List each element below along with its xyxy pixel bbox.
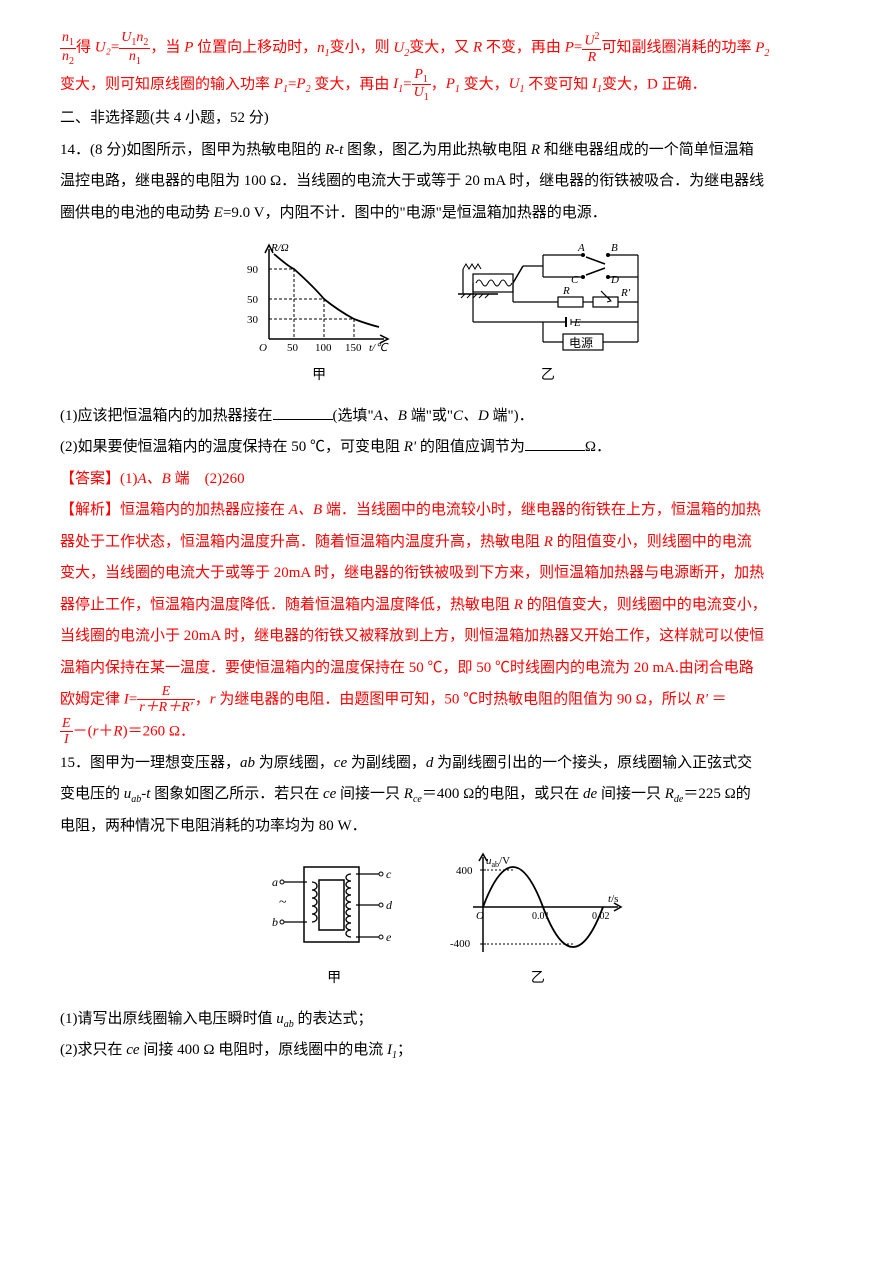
q15-figure-transformer: a b ~ c d e 甲 — [264, 852, 404, 993]
solution-continuation-1: n1n2得 U₂=U1n2n1，当 P 位置向上移动时，n1变小，则 U2变大，… — [60, 30, 832, 67]
svg-text:a: a — [272, 875, 278, 889]
q15-sub2: (2)求只在 ce 间接 400 Ω 电阻时，原线圈中的电流 I1； — [60, 1035, 832, 1067]
q14-fig1-caption: 甲 — [239, 361, 399, 390]
svg-text:R/Ω: R/Ω — [270, 242, 289, 254]
svg-text:O: O — [476, 910, 484, 922]
q14-solution-3: 变大，当线圈的电流大于或等于 20mA 时，继电器的衔铁被吸到下方来，则恒温箱加… — [60, 558, 832, 590]
q14-solution-8: EI－(r＋R)＝260 Ω． — [60, 716, 832, 748]
svg-text:30: 30 — [247, 314, 259, 326]
svg-text:电源: 电源 — [569, 336, 593, 350]
svg-text:E: E — [573, 317, 581, 329]
q15-fig1-caption: 甲 — [264, 964, 404, 993]
svg-text:R: R — [562, 285, 570, 297]
q14-solution-5: 当线圈的电流小于 20mA 时，继电器的衔铁又被释放到上方，则恒温箱加热器又开始… — [60, 621, 832, 653]
svg-text:0.01: 0.01 — [532, 911, 550, 922]
q14-solution-6: 温箱内保持在某一温度．要使恒温箱内的温度保持在 50 ℃，即 50 ℃时线圈内的… — [60, 653, 832, 685]
section-header: 二、非选择题(共 4 小题，52 分) — [60, 103, 832, 135]
q14-line2: 温控电路，继电器的电阻为 100 Ω．当线圈的电流大于或等于 20 mA 时，继… — [60, 166, 832, 198]
svg-text:150: 150 — [345, 342, 362, 354]
q15-figures: a b ~ c d e 甲 uab/V 400 — [60, 852, 832, 993]
q15-figure-wave: uab/V 400 -400 O 0.01 0.02 t/s 乙 — [448, 852, 628, 993]
svg-text:D: D — [610, 274, 619, 286]
q14-sub1: (1)应该把恒温箱内的加热器接在(选填"A、B 端"或"C、D 端")． — [60, 401, 832, 433]
q14-fig2-caption: 乙 — [443, 361, 653, 390]
svg-text:b: b — [272, 915, 278, 929]
svg-text:d: d — [386, 898, 393, 912]
q15-line2: 变电压的 uab-t 图象如图乙所示．若只在 ce 间接一只 Rce＝400 Ω… — [60, 779, 832, 811]
q14-line1: 14．(8 分)如图所示，图甲为热敏电阻的 R-t 图象，图乙为用此热敏电阻 R… — [60, 135, 832, 167]
svg-text:t/℃: t/℃ — [369, 342, 389, 354]
svg-text:c: c — [386, 867, 392, 881]
svg-text:uab/V: uab/V — [486, 855, 510, 869]
q15-fig2-caption: 乙 — [448, 964, 628, 993]
svg-text:A: A — [577, 242, 585, 254]
svg-text:~: ~ — [279, 895, 287, 910]
q14-figures: 90 50 30 50 100 150 R/Ω t/℃ O 甲 — [60, 239, 832, 390]
svg-text:t/s: t/s — [608, 893, 618, 905]
svg-text:e: e — [386, 930, 392, 944]
svg-text:100: 100 — [315, 342, 332, 354]
svg-text:R': R' — [620, 287, 631, 299]
q14-solution-1: 【解析】恒温箱内的加热器应接在 A、B 端．当线圈中的电流较小时，继电器的衔铁在… — [60, 495, 832, 527]
q14-line3: 圈供电的电池的电动势 E=9.0 V，内阻不计．图中的"电源"是恒温箱加热器的电… — [60, 198, 832, 230]
q14-solution-4: 器停止工作，恒温箱内温度降低．随着恒温箱内温度降低，热敏电阻 R 的阻值变大，则… — [60, 590, 832, 622]
q15-line3: 电阻，两种情况下电阻消耗的功率均为 80 W． — [60, 811, 832, 843]
q15-sub1: (1)请写出原线圈输入电压瞬时值 uab 的表达式； — [60, 1004, 832, 1036]
svg-text:0.02: 0.02 — [592, 911, 610, 922]
solution-continuation-2: 变大，则可知原线圈的输入功率 P1=P2 变大，再由 I1=P1U1，P1 变大… — [60, 67, 832, 104]
q15-line1: 15．图甲为一理想变压器，ab 为原线圈，ce 为副线圈，d 为副线圈引出的一个… — [60, 748, 832, 780]
q14-figure-chart: 90 50 30 50 100 150 R/Ω t/℃ O 甲 — [239, 239, 399, 390]
svg-text:O: O — [259, 342, 267, 354]
svg-text:50: 50 — [247, 294, 259, 306]
svg-text:50: 50 — [287, 342, 299, 354]
q14-figure-circuit: A B C D R R' — [443, 239, 653, 390]
q14-sub2: (2)如果要使恒温箱内的温度保持在 50 ℃，可变电阻 R' 的阻值应调节为Ω． — [60, 432, 832, 464]
svg-text:C: C — [571, 274, 579, 286]
svg-text:B: B — [611, 242, 618, 254]
svg-text:-400: -400 — [450, 938, 471, 950]
q14-solution-2: 器处于工作状态，恒温箱内温度升高．随着恒温箱内温度升高，热敏电阻 R 的阻值变小… — [60, 527, 832, 559]
q14-answer: 【答案】(1)A、B 端 (2)260 — [60, 464, 832, 496]
svg-text:90: 90 — [247, 264, 259, 276]
q14-solution-7: 欧姆定律 I=Er＋R＋R'，r 为继电器的电阻．由题图甲可知，50 ℃时热敏电… — [60, 684, 832, 716]
svg-text:400: 400 — [456, 865, 473, 877]
